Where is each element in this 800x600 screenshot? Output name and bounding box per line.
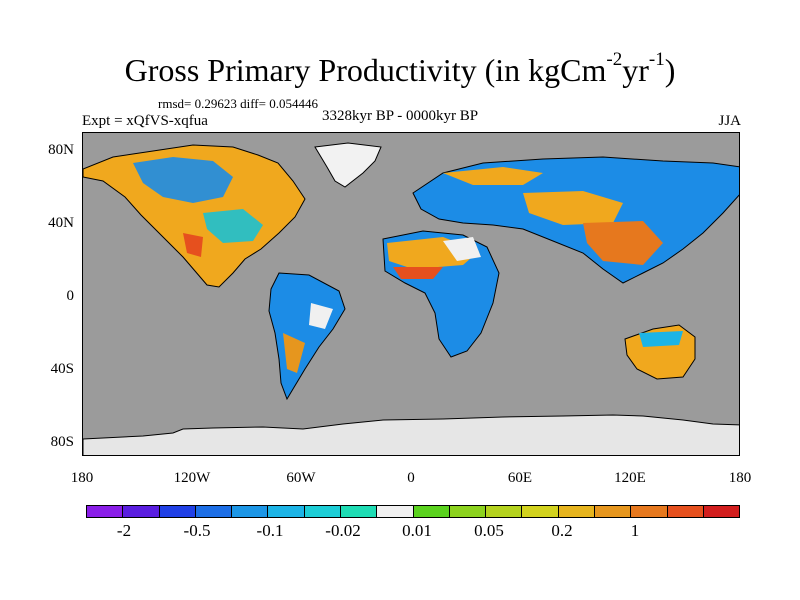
na-cyan-region <box>203 209 263 243</box>
colorbar-swatch <box>159 506 196 517</box>
lon-label-180w: 180 <box>70 470 94 486</box>
lat-label-80n: 80N <box>48 142 74 158</box>
colorbar-swatch <box>703 506 740 517</box>
lon-label-60e: 60E <box>507 470 533 486</box>
colorbar-swatch <box>87 506 124 517</box>
colorbar-swatch <box>413 506 450 517</box>
lon-label-180e: 180 <box>728 470 752 486</box>
season-label: JJA <box>718 113 741 129</box>
world-map <box>83 133 739 455</box>
colorbar-swatch <box>304 506 341 517</box>
chart-title: Gross Primary Productivity (in kgCm-2yr-… <box>124 49 676 88</box>
colorbar-label: -0.02 <box>325 521 361 540</box>
colorbar-swatch <box>123 506 160 517</box>
na-red-region <box>183 233 203 257</box>
colorbar-label: 0.01 <box>402 521 432 540</box>
north-america <box>83 144 306 288</box>
australia-blue <box>639 331 683 347</box>
colorbar-swatch <box>232 506 269 517</box>
colorbar-swatch <box>486 506 523 517</box>
colorbar-label: -0.1 <box>256 521 284 540</box>
period-label: 3328kyr BP - 0000kyr BP <box>322 108 479 124</box>
north-asia-orange <box>443 167 543 185</box>
colorbar-swatch <box>449 506 487 517</box>
colorbar-label: 1 <box>630 521 640 540</box>
sa-white-region <box>309 303 333 329</box>
colorbar <box>86 505 740 518</box>
colorbar-swatch <box>268 506 305 517</box>
colorbar-label: 0.2 <box>551 521 573 540</box>
colorbar-swatch <box>594 506 632 517</box>
lat-label-80s: 80S <box>50 434 74 450</box>
experiment-label: Expt = xQfVS-xqfua <box>82 113 208 129</box>
sahel-red <box>393 267 443 279</box>
colorbar-label: 0.05 <box>474 521 504 540</box>
asia-orange-region <box>523 191 623 225</box>
antarctica <box>83 414 739 455</box>
colorbar-label: -2 <box>116 521 132 540</box>
lon-label-120w: 120W <box>173 470 211 486</box>
greenland <box>314 142 382 188</box>
stats-label: rmsd= 0.29623 diff= 0.054446 <box>158 96 318 111</box>
colorbar-swatch <box>340 506 378 517</box>
colorbar-swatch <box>667 506 704 517</box>
colorbar-swatch <box>195 506 233 517</box>
sahara-white <box>443 237 481 261</box>
lat-label-40s: 40S <box>50 361 74 377</box>
sa-orange-region <box>283 333 305 373</box>
lon-label-0: 0 <box>407 470 415 486</box>
colorbar-swatch <box>631 506 668 517</box>
colorbar-label: -0.5 <box>183 521 211 540</box>
lat-label-40n: 40N <box>48 215 74 231</box>
asia-red-region <box>583 221 663 265</box>
na-blue-region <box>133 157 233 203</box>
colorbar-swatch <box>522 506 559 517</box>
map-panel <box>82 132 740 456</box>
colorbar-swatch <box>377 506 414 517</box>
lat-label-0: 0 <box>66 288 75 304</box>
lon-label-120e: 120E <box>614 470 646 486</box>
colorbar-swatch <box>558 506 595 517</box>
lon-label-60w: 60W <box>286 470 316 486</box>
